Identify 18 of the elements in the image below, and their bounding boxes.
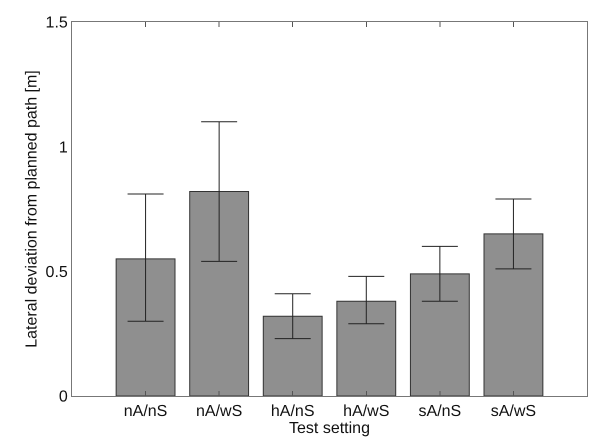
- bar: [116, 258, 176, 396]
- y-tick-label: 0: [58, 388, 68, 406]
- x-axis-title: Test setting: [289, 420, 370, 438]
- bar: [484, 233, 544, 396]
- y-tick-label: 1.5: [46, 14, 68, 32]
- y-tick-label: 0.5: [46, 264, 68, 281]
- x-tick-label: hA/wS: [343, 403, 390, 420]
- bar: [410, 273, 470, 396]
- x-tick-label: nA/nS: [124, 403, 168, 420]
- bar: [189, 191, 250, 396]
- x-tick-label: sA/nS: [418, 403, 462, 420]
- bar: [262, 316, 323, 396]
- x-tick-label: sA/wS: [490, 403, 536, 420]
- x-tick-label: nA/wS: [196, 403, 242, 420]
- y-tick-label: 1: [58, 139, 68, 156]
- bar: [336, 300, 396, 396]
- x-tick-label: hA/nS: [270, 403, 315, 420]
- y-axis-title: Lateral deviation from planned path [m]: [23, 70, 40, 348]
